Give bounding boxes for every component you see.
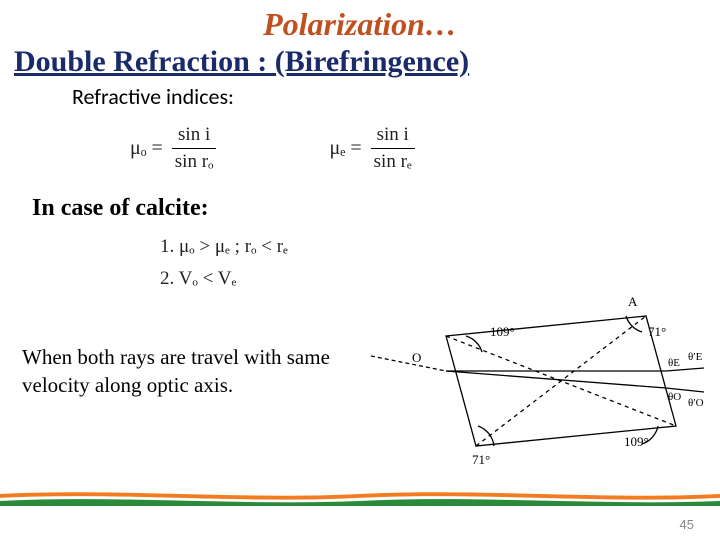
diagram-angle-tr: 71°	[648, 324, 666, 339]
page-title: Polarization…	[0, 6, 720, 43]
calcite-note: In case of calcite:	[32, 195, 720, 222]
refractive-indices-label: Refractive indices:	[72, 83, 720, 110]
diagram-theta-e-out: θ′E	[688, 351, 703, 363]
formula-mu-o-den: sin rₒ	[169, 149, 220, 173]
tricolor-wave-strip	[0, 488, 720, 506]
formula-row: μₒ = sin i sin rₒ μₑ = sin i sin rₑ	[130, 124, 720, 173]
diagram-theta-o: θO	[668, 391, 681, 403]
page-number: 45	[680, 517, 694, 532]
diagram-label-a: A	[628, 294, 638, 309]
formula-mu-e-num: sin i	[371, 124, 415, 149]
formula-mu-e-lhs: μₑ =	[330, 137, 362, 160]
formula-mu-o-lhs: μₒ =	[130, 137, 163, 160]
diagram-theta-e: θE	[668, 357, 680, 369]
formula-mu-o: μₒ = sin i sin rₒ	[130, 124, 220, 173]
bottom-text: When both rays are travel with same velo…	[22, 343, 352, 400]
diagram-angle-bl: 71°	[472, 452, 490, 467]
diagram-angle-br: 109°	[624, 434, 649, 449]
section-subtitle: Double Refraction : (Birefringence)	[14, 45, 720, 79]
formula-mu-e-den: sin rₑ	[368, 149, 418, 173]
diagram-theta-o-out: θ′O	[688, 397, 704, 409]
birefringence-diagram: A O 109° 71° 71° 109° θE θO θ′E θ′O	[366, 276, 706, 476]
formula-mu-o-num: sin i	[172, 124, 216, 149]
diagram-angle-tl: 109°	[490, 324, 515, 339]
formula-mu-e: μₑ = sin i sin rₑ	[330, 124, 418, 173]
condition-line-1: 1. μₒ > μₑ ; rₒ < rₑ	[160, 232, 720, 262]
diagram-label-o: O	[412, 350, 421, 365]
